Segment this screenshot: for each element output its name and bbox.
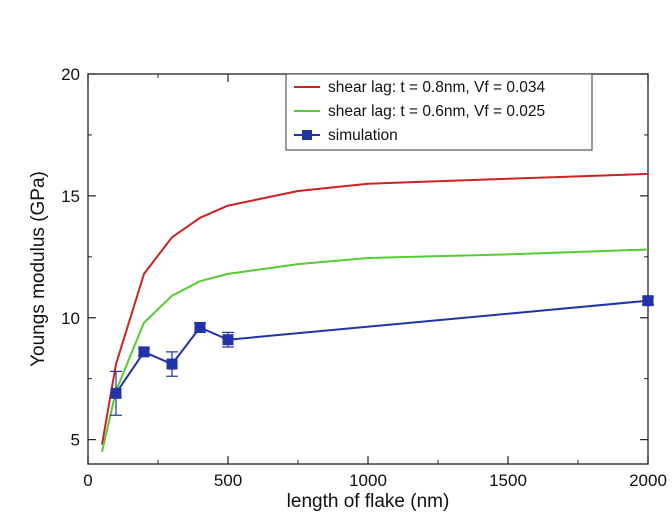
y-tick-label: 5: [71, 431, 80, 450]
legend: shear lag: t = 0.8nm, Vf = 0.034 shear l…: [285, 73, 593, 151]
data-point: [166, 358, 178, 370]
series-line-0: [101, 172, 649, 445]
y-tick-label: 10: [61, 309, 80, 328]
legend-label-shear-lag-06: shear lag: t = 0.6nm, Vf = 0.025: [328, 103, 545, 120]
x-axis-label: length of flake (nm): [287, 491, 450, 512]
x-tick-label: 500: [214, 471, 242, 490]
y-axis-label: Youngs modulus (GPa): [28, 171, 49, 367]
series-layer: [101, 172, 654, 453]
data-point: [194, 322, 206, 333]
y-tick-label: 15: [61, 187, 80, 206]
x-tick-label: 2000: [629, 471, 667, 490]
legend-box: [285, 73, 593, 151]
data-point: [138, 346, 150, 358]
x-tick-label: 1500: [489, 471, 527, 490]
x-tick-label: 0: [83, 471, 92, 490]
series-line-2: [115, 299, 649, 394]
series-line-1: [101, 248, 649, 453]
legend-label-simulation: simulation: [328, 127, 398, 144]
legend-marker-simulation: [302, 130, 312, 140]
x-tick-label: 1000: [349, 471, 387, 490]
legend-label-shear-lag-08: shear lag: t = 0.8nm, Vf = 0.034: [328, 79, 546, 96]
data-point: [110, 387, 122, 399]
y-tick-label: 20: [61, 65, 80, 84]
data-point: [642, 295, 654, 307]
y-axis: 5 10 15 20: [61, 65, 648, 450]
data-point: [222, 334, 234, 346]
